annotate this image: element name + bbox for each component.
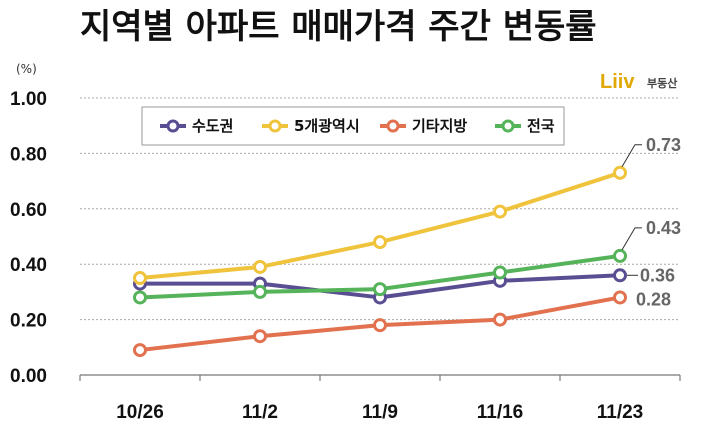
chart-title: 지역별 아파트 매매가격 주간 변동률 bbox=[80, 7, 597, 47]
data-point bbox=[373, 235, 387, 250]
unit-label: (%) bbox=[16, 62, 37, 76]
brand-mark: Liiv bbox=[600, 71, 635, 93]
legend-label: 5개광역시 bbox=[294, 117, 360, 135]
data-point bbox=[613, 165, 627, 180]
y-tick-label: 1.00 bbox=[10, 89, 47, 110]
value-label: 0.36 bbox=[640, 265, 675, 285]
series-line bbox=[139, 170, 621, 281]
y-axis-ticks: 0.00 0.20 0.40 0.60 0.80 1.00 bbox=[10, 89, 47, 387]
y-tick-label: 0.00 bbox=[10, 366, 47, 387]
x-tick-label: 11/23 bbox=[597, 402, 644, 423]
legend-marker bbox=[386, 119, 400, 133]
brand-text: 부동산 bbox=[647, 76, 677, 90]
legend-marker bbox=[501, 119, 515, 133]
legend-box bbox=[141, 106, 565, 146]
y-tick-label: 0.40 bbox=[10, 255, 47, 276]
data-point bbox=[613, 290, 627, 305]
legend-marker bbox=[268, 119, 282, 133]
x-tick-label: 11/16 bbox=[477, 402, 524, 423]
x-tick-label: 10/26 bbox=[116, 402, 164, 423]
label-leader-line bbox=[621, 227, 642, 251]
data-point bbox=[253, 284, 267, 299]
legend-marker bbox=[166, 119, 180, 133]
grid-lines bbox=[80, 97, 680, 321]
legend-label: 전국 bbox=[527, 117, 555, 135]
y-tick-label: 0.20 bbox=[10, 311, 47, 332]
legend: 수도권 5개광역시 기타지방 전국 bbox=[141, 106, 565, 146]
x-axis: 10/26 11/2 11/9 11/16 11/23 bbox=[79, 374, 681, 423]
data-point bbox=[133, 290, 147, 305]
value-label: 0.43 bbox=[646, 218, 681, 238]
data-point bbox=[493, 312, 507, 327]
value-label: 0.28 bbox=[636, 289, 671, 309]
legend-label: 기타지방 bbox=[412, 117, 467, 135]
data-point bbox=[133, 271, 147, 286]
data-point bbox=[373, 282, 387, 297]
x-tick-label: 11/2 bbox=[242, 402, 278, 423]
value-label: 0.73 bbox=[646, 135, 681, 155]
end-labels: 0.36 0.73 0.28 0.43 bbox=[621, 135, 681, 309]
legend-label: 수도권 bbox=[192, 117, 233, 135]
x-tick-label: 11/9 bbox=[362, 402, 398, 423]
y-tick-label: 0.60 bbox=[10, 200, 47, 221]
data-point bbox=[253, 259, 267, 274]
series-group bbox=[133, 165, 627, 358]
label-leader-line bbox=[621, 144, 642, 168]
data-point bbox=[493, 265, 507, 280]
brand-logo: Liiv 부동산 bbox=[600, 71, 677, 93]
data-point bbox=[373, 318, 387, 333]
data-point bbox=[613, 248, 627, 263]
y-tick-label: 0.80 bbox=[10, 144, 47, 165]
data-point bbox=[253, 329, 267, 344]
data-point bbox=[493, 204, 507, 219]
data-point bbox=[613, 268, 627, 283]
data-point bbox=[133, 343, 147, 358]
